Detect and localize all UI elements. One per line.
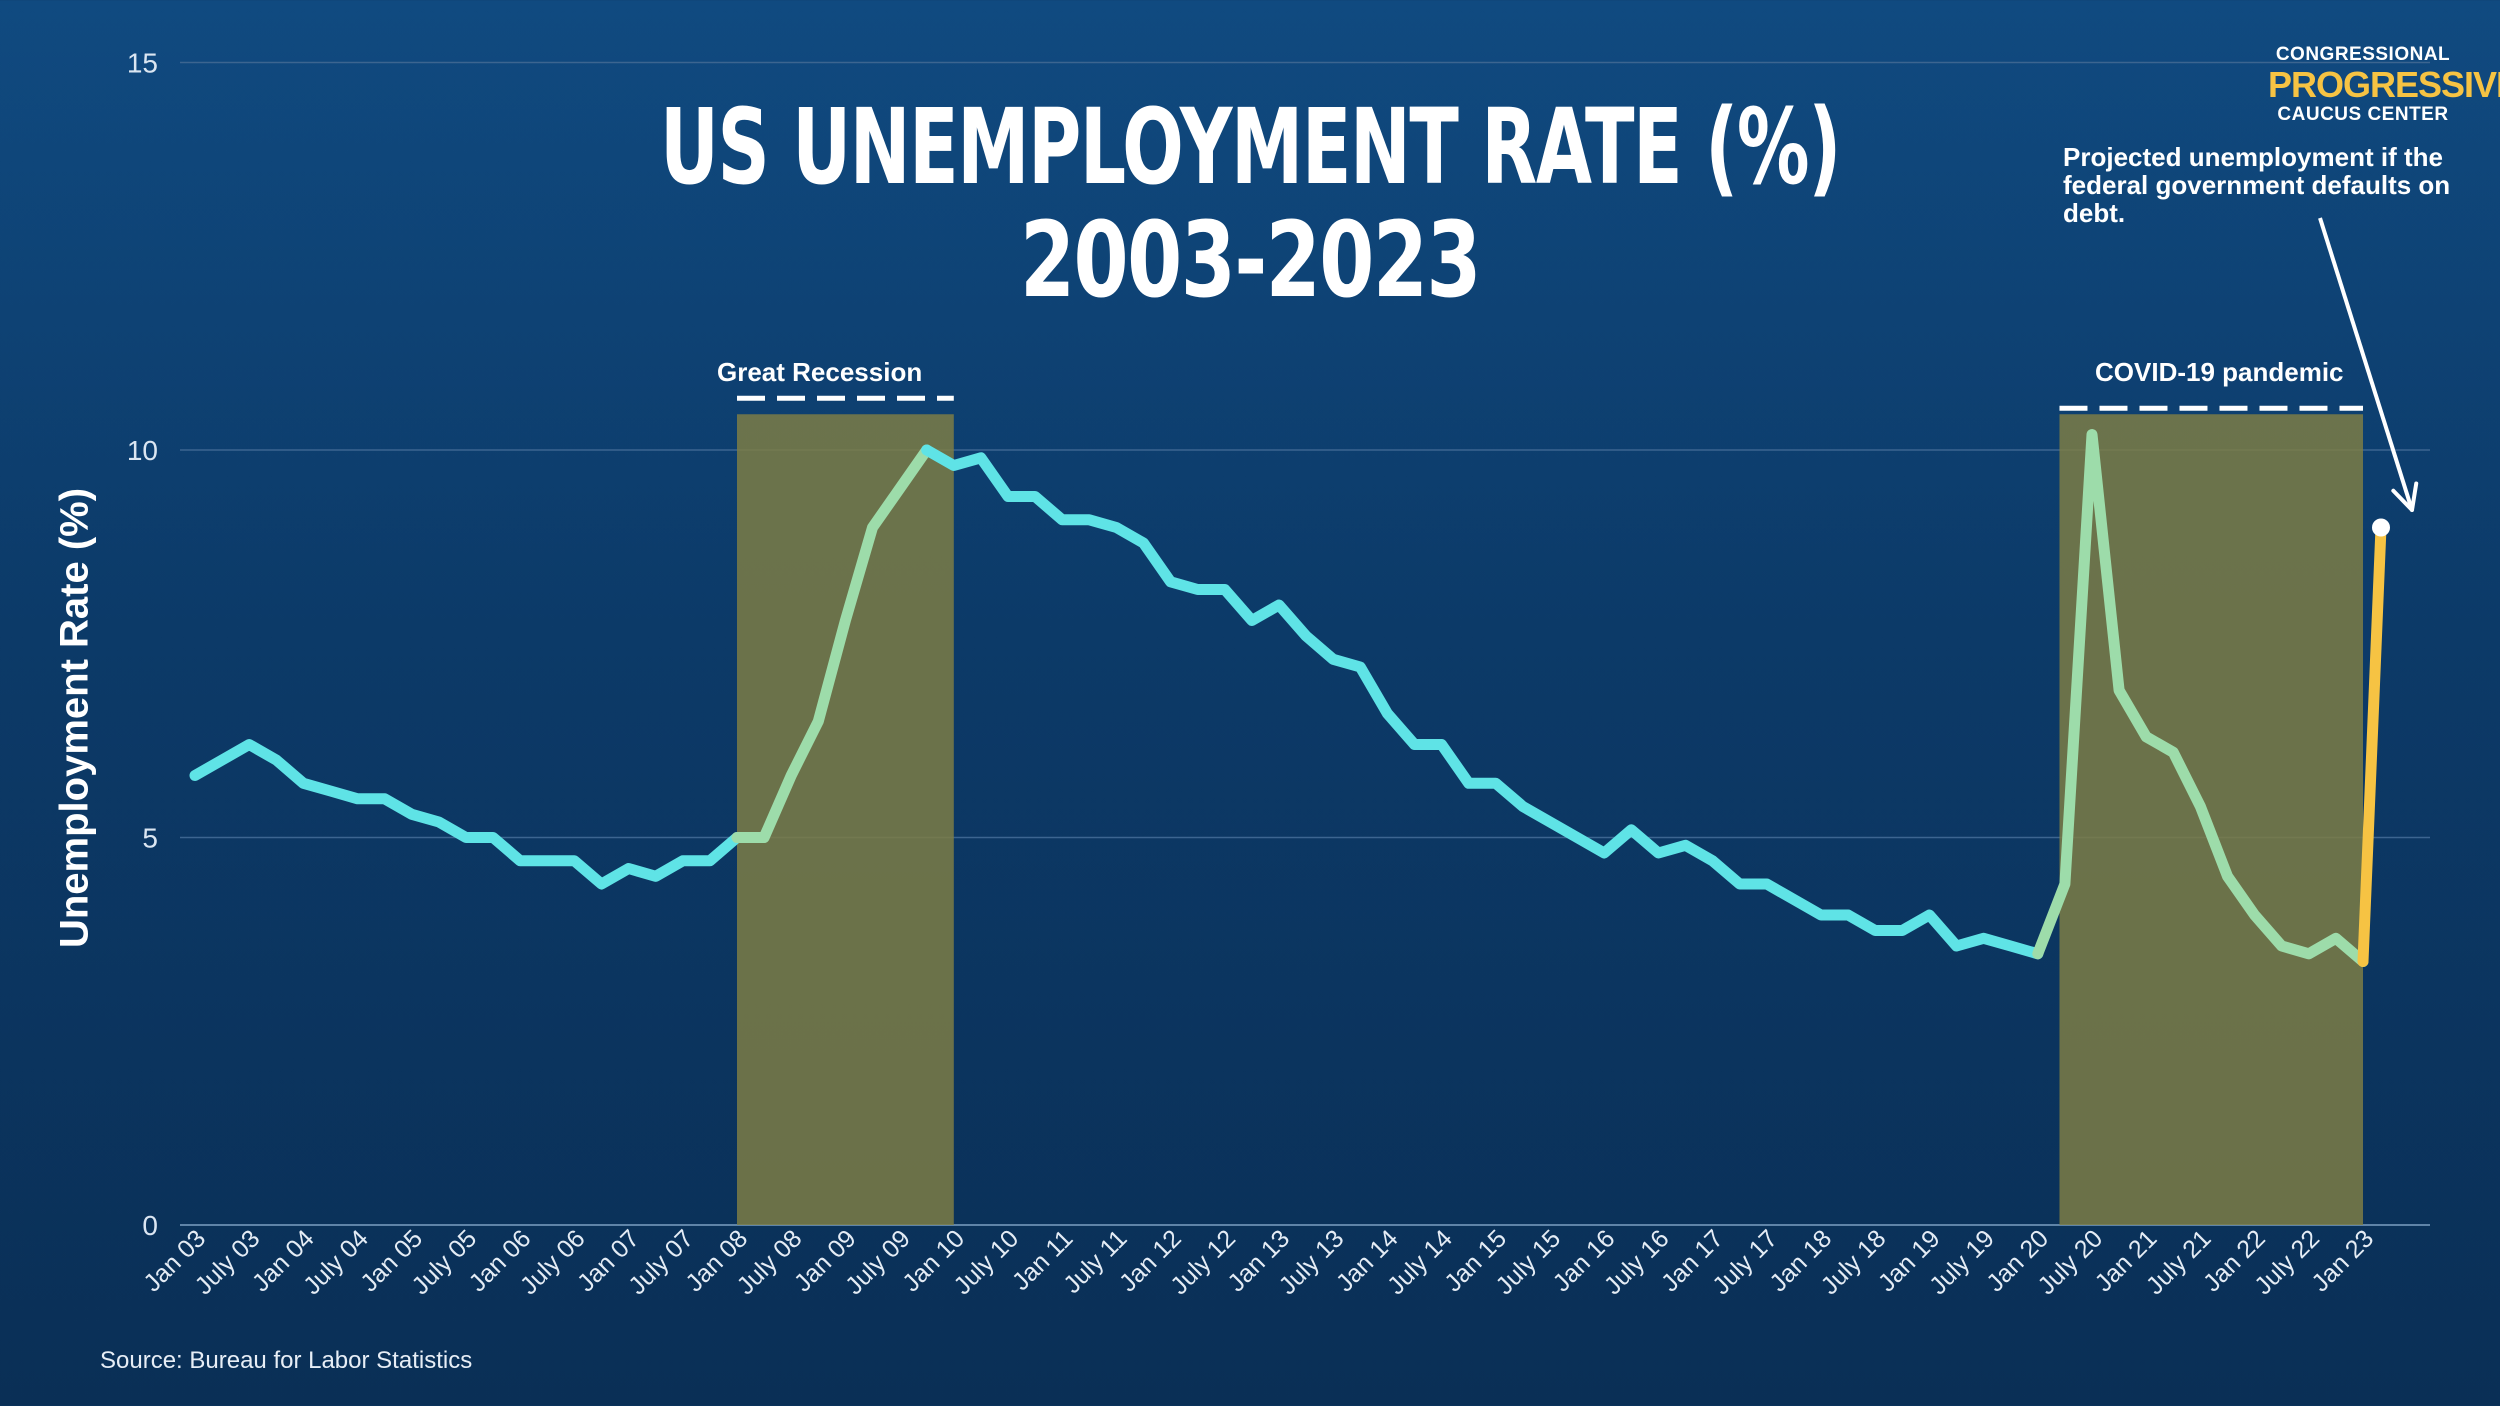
series-line-segment-3	[2032, 429, 2369, 967]
y-tick-label-15: 15	[127, 48, 158, 79]
y-tick-label-0: 0	[142, 1210, 158, 1241]
x-tick-label: Jan 23	[2306, 1224, 2379, 1297]
band-label-great-recession: Great Recession	[717, 357, 923, 387]
chart-title-line1: US UNEMPLOYMENT RATE (%)	[659, 86, 1841, 208]
y-axis-label: Unemployment Rate (%)	[52, 487, 97, 949]
series-line-segment-0	[189, 739, 743, 890]
shaded-periods	[737, 395, 2363, 1225]
series-line-segment-1	[731, 444, 933, 843]
annotations	[2318, 217, 2419, 512]
source-note: Source: Bureau for Labor Statistics	[100, 1347, 473, 1374]
gridlines	[180, 61, 2430, 1226]
series-lines	[189, 429, 2390, 967]
logo-line2: PROGRESSIVE	[2268, 64, 2500, 105]
cpcc-logo: CONGRESSIONAL PROGRESSIVE CAUCUS CENTER	[2268, 44, 2500, 125]
projection-line	[2357, 522, 2387, 967]
y-tick-label-5: 5	[142, 823, 158, 854]
y-tick-label-10: 10	[127, 435, 158, 466]
projection-point	[2372, 518, 2390, 537]
band-label-covid-19: COVID-19 pandemic	[2095, 357, 2344, 387]
chart-title-line2: 2003-2023	[1019, 199, 1482, 321]
series-line-segment-2	[921, 444, 2044, 960]
projection-annotation: Projected unemployment if the federal go…	[2063, 142, 2451, 228]
annotation-arrow-shaft	[2318, 217, 2414, 511]
annotation-arrow-head	[2391, 481, 2419, 512]
logo-line3: CAUCUS CENTER	[2277, 104, 2449, 125]
logo-line1: CONGRESSIONAL	[2275, 44, 2451, 65]
